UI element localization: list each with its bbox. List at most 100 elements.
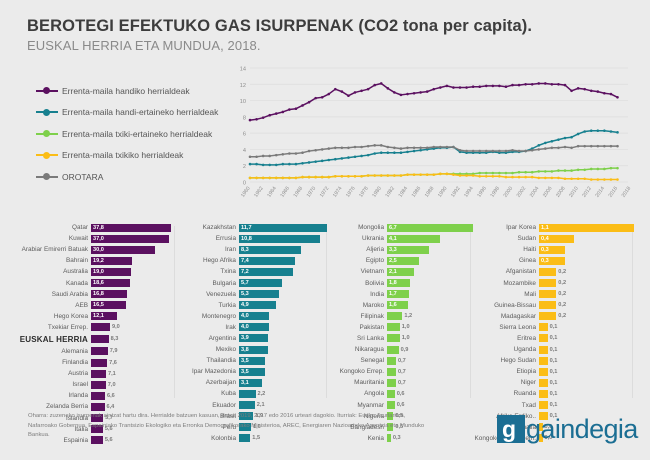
bar-row[interactable]: Kuba 2,2 xyxy=(178,388,326,399)
bar-row[interactable]: Kanada 18,6 xyxy=(18,277,170,288)
bar-row[interactable]: Sudan 0,4 xyxy=(474,233,634,244)
bar-row[interactable]: Sri Lanka 1,0 xyxy=(330,333,473,344)
bar-row[interactable]: Argentina 3,9 xyxy=(178,333,326,344)
bar-row[interactable]: Niger 0,1 xyxy=(474,377,634,388)
bar-track: 1,8 xyxy=(387,279,473,288)
bar-row[interactable]: AEB 16,5 xyxy=(18,300,170,311)
bar-track: 0,2 xyxy=(539,267,634,276)
bar-row[interactable]: Guinea-Bissau 0,2 xyxy=(474,300,634,311)
bar-row[interactable]: Hego Korea 12,1 xyxy=(18,311,170,322)
bar-fill xyxy=(539,267,557,276)
bar-row[interactable]: Bulgaria 5,7 xyxy=(178,277,326,288)
bar-row[interactable]: Txekiar Errep. 9,0 xyxy=(18,322,170,333)
bar-row[interactable]: Irak 4,0 xyxy=(178,322,326,333)
legend-swatch-icon xyxy=(36,107,58,117)
bar-row[interactable]: Maroko 1,6 xyxy=(330,300,473,311)
bar-row[interactable]: Iran 8,3 xyxy=(178,244,326,255)
bar-fill xyxy=(539,312,557,321)
bar-row[interactable]: Sierra Leona 0,1 xyxy=(474,322,634,333)
bar-value-label: 1,8 xyxy=(389,280,397,287)
legend-item[interactable]: OROTARA xyxy=(36,166,236,188)
svg-text:2: 2 xyxy=(243,164,246,170)
bar-row[interactable]: Bahrain 19,2 xyxy=(18,255,170,266)
bar-row[interactable]: Ipar Korea 1,1 xyxy=(474,222,634,233)
bar-row-label: Nikaragua xyxy=(354,346,384,354)
bar-row[interactable]: Aljeria 3,3 xyxy=(330,244,473,255)
legend-item[interactable]: Errenta-maila txikiko herrialdeak xyxy=(36,145,236,167)
bar-row[interactable]: Finlandia 7,6 xyxy=(18,357,170,368)
bar-row[interactable]: Kenia 0,3 xyxy=(330,433,473,444)
bar-row-highlight[interactable]: EUSKAL HERRIA 8,3 xyxy=(18,333,170,346)
bar-row[interactable]: Montenegro 4,0 xyxy=(178,311,326,322)
bar-row[interactable]: Ipar Mazedonia 3,5 xyxy=(178,366,326,377)
bar-row[interactable]: Kolonbia 1,5 xyxy=(178,433,326,444)
bar-row[interactable]: Ukrania 4,1 xyxy=(330,233,473,244)
bar-row[interactable]: Arabiar Emirerri Batuak 30,0 xyxy=(18,244,170,255)
bar-row[interactable]: Myanmar 0,6 xyxy=(330,400,473,411)
bar-fill xyxy=(387,389,395,398)
bar-row[interactable]: Bangladesh 0,5 xyxy=(330,422,473,433)
bar-row[interactable]: Hego Afrika 7,4 xyxy=(178,255,326,266)
bar-row[interactable]: Ekuador 2,1 xyxy=(178,400,326,411)
bar-row[interactable]: Kazakhstan 11,7 xyxy=(178,222,327,233)
bar-row[interactable]: Nigeria 0,5 xyxy=(330,411,473,422)
bar-row[interactable]: Senegal 0,7 xyxy=(330,355,473,366)
bar-row[interactable]: Ruanda 0,1 xyxy=(474,388,634,399)
bar-row[interactable]: Mexiko 3,8 xyxy=(178,344,326,355)
bar-row[interactable]: Australia 19,0 xyxy=(18,266,170,277)
bar-row[interactable]: Brasil 1,9 xyxy=(178,411,326,422)
legend-item[interactable]: Errenta-maila txiki-ertaineko herrialdea… xyxy=(36,123,236,145)
bar-row[interactable]: Egipto 2,5 xyxy=(330,255,473,266)
bar-row[interactable]: Israel 7,0 xyxy=(18,379,170,390)
bar-fill xyxy=(91,223,171,232)
bar-row[interactable]: Angola 0,6 xyxy=(330,388,473,399)
bar-row[interactable]: Espainia 5,6 xyxy=(18,435,170,446)
bar-row[interactable]: Peru 1,6 xyxy=(178,422,326,433)
bar-row[interactable]: Zelanda Berria 6,4 xyxy=(18,401,170,412)
bar-fill xyxy=(91,323,110,332)
bar-row[interactable]: India 1,7 xyxy=(330,289,473,300)
bar-row[interactable]: Azerbaijan 3,1 xyxy=(178,377,326,388)
legend-item[interactable]: Errenta-maila handiko herrialdeak xyxy=(36,80,236,102)
bar-track: 1,2 xyxy=(387,312,473,321)
bar-row[interactable]: Irlanda 6,6 xyxy=(18,390,170,401)
bar-fill xyxy=(539,356,548,365)
bar-row[interactable]: Kongoko Errep. 0,7 xyxy=(330,366,473,377)
bar-row[interactable]: Mali 0,2 xyxy=(474,289,634,300)
bar-track: 7,0 xyxy=(91,380,170,389)
bar-row[interactable]: Vietnam 2,1 xyxy=(330,266,473,277)
bar-row[interactable]: Txad 0,1 xyxy=(474,400,634,411)
bar-row[interactable]: Mozambike 0,2 xyxy=(474,277,634,288)
bar-row[interactable]: Ginea 0,3 xyxy=(474,255,634,266)
bar-value-label: 1,7 xyxy=(389,291,397,298)
bar-row[interactable]: Mauritania 0,7 xyxy=(330,377,473,388)
bar-row[interactable]: Pakistan 1,0 xyxy=(330,322,473,333)
bar-row[interactable]: Qatar 37,8 xyxy=(18,222,171,233)
bar-row-label: Argentina xyxy=(208,334,236,342)
bar-row[interactable]: Saudi Arabia 16,8 xyxy=(18,289,170,300)
bar-row[interactable]: Etiopia 0,1 xyxy=(474,366,634,377)
bar-row[interactable]: Errusia 10,8 xyxy=(178,233,326,244)
bar-row[interactable]: Afganistan 0,2 xyxy=(474,266,634,277)
bar-row[interactable]: Eritrea 0,1 xyxy=(474,333,634,344)
bar-row[interactable]: Mongolia 6,7 xyxy=(330,222,473,233)
bar-row[interactable]: Islandia 5,7 xyxy=(18,413,170,424)
bar-row[interactable]: Thailandia 3,5 xyxy=(178,355,326,366)
legend-item[interactable]: Errenta-maila handi-ertaineko herrialdea… xyxy=(36,102,236,124)
bar-row[interactable]: Austria 7,1 xyxy=(18,368,170,379)
bar-row[interactable]: Haiti 0,3 xyxy=(474,244,634,255)
bar-row[interactable]: Uganda 0,1 xyxy=(474,344,634,355)
bar-row[interactable]: Turkia 4,9 xyxy=(178,300,326,311)
bar-row[interactable]: Venezuela 5,3 xyxy=(178,289,326,300)
bar-fill xyxy=(387,367,396,376)
bar-row[interactable]: Alemania 7,9 xyxy=(18,346,170,357)
bar-track: 9,0 xyxy=(91,323,170,332)
bar-row[interactable]: Nikaragua 0,9 xyxy=(330,344,473,355)
bar-row[interactable]: Italia 5,6 xyxy=(18,424,170,435)
bar-row[interactable]: Bolivia 1,8 xyxy=(330,277,473,288)
bar-row[interactable]: Txina 7,2 xyxy=(178,266,326,277)
bar-row[interactable]: Hego Sudan 0,1 xyxy=(474,355,634,366)
bar-row[interactable]: Madagaskar 0,2 xyxy=(474,311,634,322)
bar-row[interactable]: Filipinak 1,2 xyxy=(330,311,473,322)
bar-row[interactable]: Kuwait 37,0 xyxy=(18,233,170,244)
